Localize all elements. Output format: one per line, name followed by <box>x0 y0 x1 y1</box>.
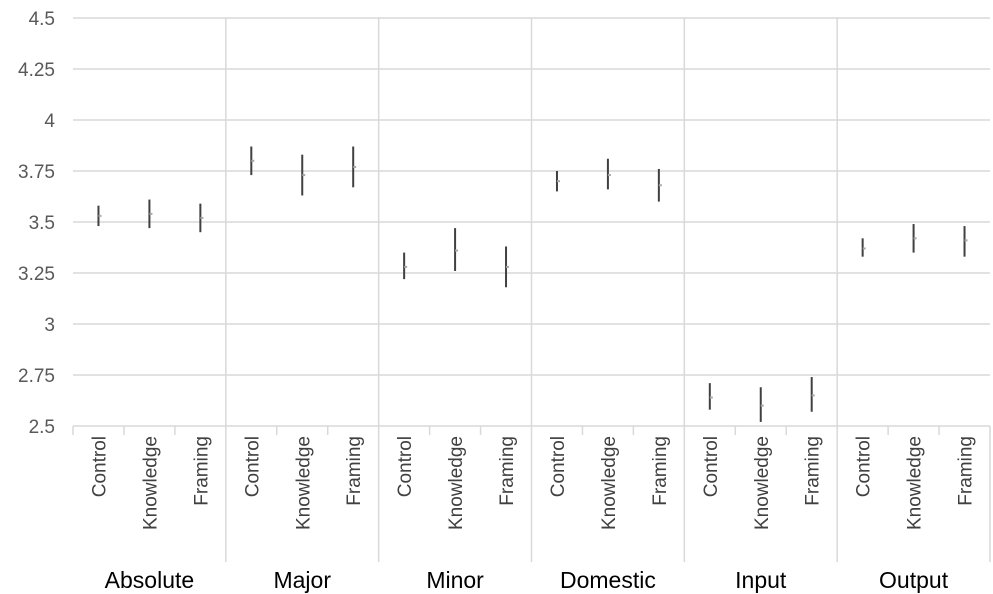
category-label: Control <box>701 436 722 497</box>
range-marks <box>97 146 968 422</box>
category-label: Knowledge <box>905 436 926 530</box>
group-label: Domestic <box>560 567 656 593</box>
category-label: Knowledge <box>446 436 467 530</box>
category-label: Control <box>89 436 110 497</box>
group-label: Major <box>273 567 331 593</box>
category-label: Framing <box>191 436 212 506</box>
group-label: Input <box>735 567 787 593</box>
category-label: Control <box>242 436 263 497</box>
category-label: Framing <box>344 436 365 506</box>
category-label: Knowledge <box>140 436 161 530</box>
x-axis-category-labels: Control Knowledge Framing Control Knowledge F… <box>89 436 976 530</box>
group-label: Absolute <box>105 567 195 593</box>
category-label: Knowledge <box>293 436 314 530</box>
group-dividers <box>72 18 991 562</box>
y-tick-label: 4.5 <box>29 9 55 30</box>
y-tick-label: 4 <box>44 111 55 132</box>
y-tick-label: 2.5 <box>29 417 55 438</box>
category-label: Framing <box>497 436 518 506</box>
category-label: Knowledge <box>752 436 773 530</box>
y-axis-tick-labels: 2.5 2.75 3 3.25 3.5 3.75 4 4.25 4.5 <box>18 9 55 438</box>
y-tick-label: 3.25 <box>18 264 55 285</box>
category-label: Control <box>395 436 416 497</box>
y-tick-label: 3.75 <box>18 162 55 183</box>
y-tick-label: 2.75 <box>18 366 55 387</box>
y-tick-label: 3.5 <box>29 213 55 234</box>
category-label: Knowledge <box>599 436 620 530</box>
y-tick-label: 3 <box>44 315 55 336</box>
y-tick-label: 4.25 <box>18 60 55 81</box>
category-label: Control <box>854 436 875 497</box>
group-labels: Absolute Major Minor Domestic Input Output <box>105 567 949 593</box>
category-label: Framing <box>803 436 824 506</box>
category-label: Control <box>548 436 569 497</box>
group-label: Output <box>879 567 949 593</box>
group-label: Minor <box>426 567 484 593</box>
category-label: Framing <box>650 436 671 506</box>
category-label: Framing <box>956 436 977 506</box>
